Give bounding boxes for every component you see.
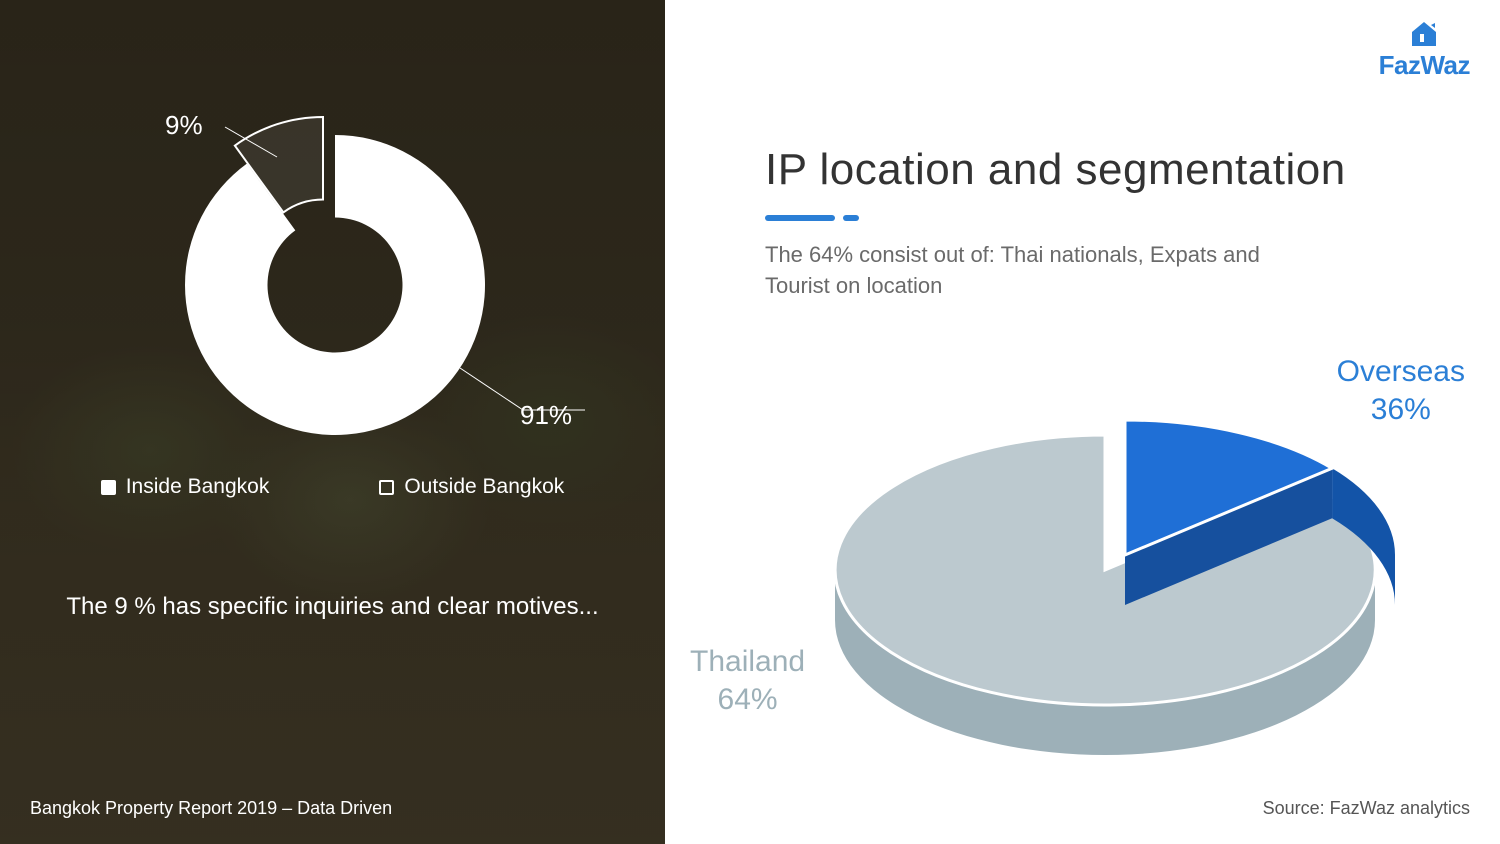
- footer-left: Bangkok Property Report 2019 – Data Driv…: [30, 798, 392, 819]
- overseas-label: Overseas: [1337, 355, 1465, 389]
- pie-label-thailand: Thailand 64%: [690, 645, 805, 717]
- thailand-label: Thailand: [690, 645, 805, 679]
- leader-line-91: [460, 368, 523, 410]
- footer-right: Source: FazWaz analytics: [1263, 798, 1470, 819]
- house-icon: [1409, 20, 1439, 48]
- legend-swatch-filled: [101, 480, 116, 495]
- right-panel: FazWaz IP location and segmentation The …: [665, 0, 1500, 844]
- donut-chart: 9% 91%: [90, 90, 590, 490]
- legend-label-inside: Inside Bangkok: [126, 475, 270, 499]
- pie-label-overseas: Overseas 36%: [1337, 355, 1465, 427]
- underline-long: [765, 215, 835, 221]
- left-panel: 9% 91% Inside Bangkok Outside Bangkok Th…: [0, 0, 665, 844]
- legend-label-outside: Outside Bangkok: [404, 475, 564, 499]
- donut-label-9: 9%: [165, 110, 203, 141]
- heading-underline: [765, 215, 859, 221]
- underline-short: [843, 215, 859, 221]
- note-text: The 9 % has specific inquiries and clear…: [0, 590, 665, 624]
- legend-swatch-outline: [379, 480, 394, 495]
- logo-text: FazWaz: [1379, 50, 1470, 81]
- donut-legend: Inside Bangkok Outside Bangkok: [0, 475, 665, 499]
- page-heading: IP location and segmentation: [765, 145, 1346, 195]
- thailand-pct: 64%: [690, 683, 805, 717]
- overseas-pct: 36%: [1337, 393, 1465, 427]
- subheading: The 64% consist out of: Thai nationals, …: [765, 240, 1325, 302]
- logo: FazWaz: [1379, 20, 1470, 81]
- donut-label-91: 91%: [520, 400, 572, 431]
- pie-chart: [795, 390, 1415, 790]
- legend-item-inside: Inside Bangkok: [101, 475, 270, 499]
- legend-item-outside: Outside Bangkok: [379, 475, 564, 499]
- donut-slice-inside: [185, 135, 485, 435]
